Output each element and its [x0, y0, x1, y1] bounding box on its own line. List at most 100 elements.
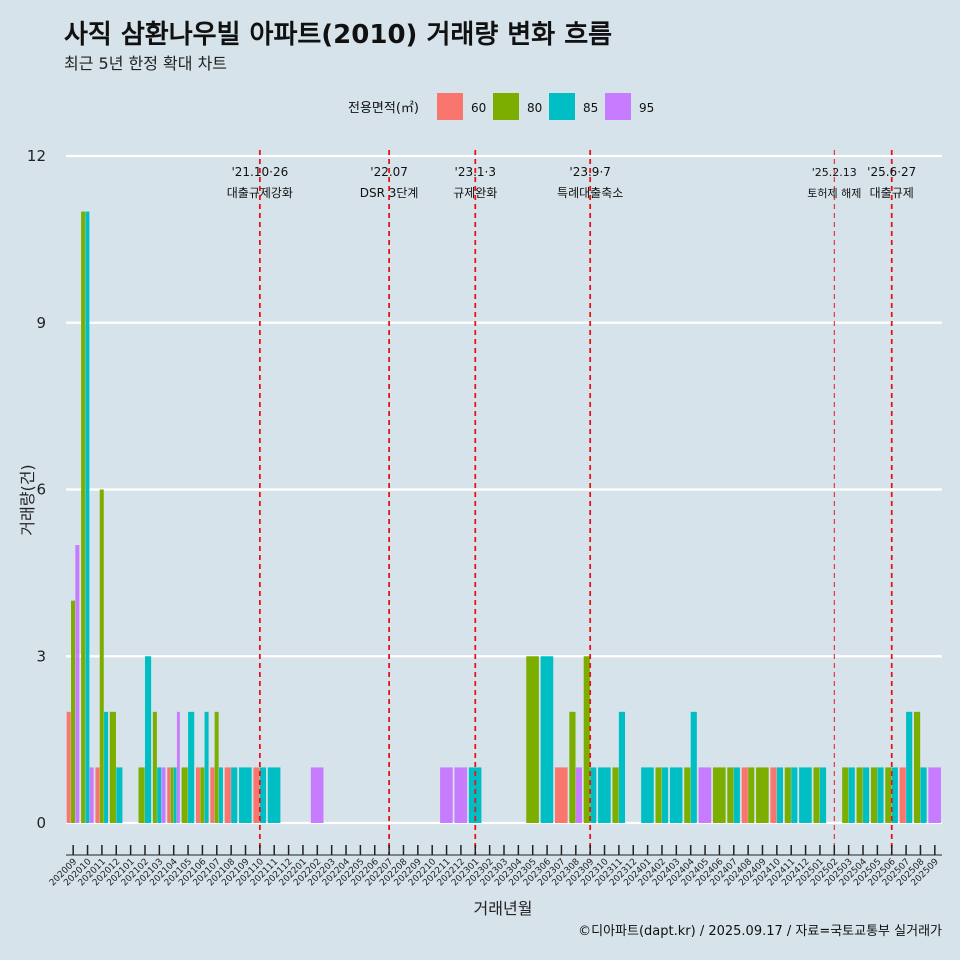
bar-202501-80 — [813, 767, 820, 823]
bars — [66, 211, 941, 824]
bar-202103-85 — [157, 767, 162, 823]
bar-202508-80 — [913, 711, 921, 823]
bar-202408-60 — [741, 767, 748, 823]
bar-202404-80 — [684, 767, 691, 823]
bar-202102-80 — [138, 767, 145, 823]
event-label-202301: 규제완화 — [453, 186, 497, 200]
gridlines — [66, 154, 942, 825]
bar-202307-60 — [554, 767, 568, 823]
bar-202009-95 — [75, 545, 80, 823]
bar-202104-80 — [170, 767, 174, 823]
bar-202010-95 — [89, 767, 94, 823]
legend-label-85: 85 — [583, 101, 598, 115]
bar-202106-85 — [204, 711, 209, 823]
bar-202110-60 — [253, 767, 260, 823]
y-axis: 0 3 6 9 12 — [27, 147, 46, 832]
bar-202412-85 — [799, 767, 812, 823]
bar-202103-80 — [152, 711, 157, 823]
event-date-202309: '23.9·7 — [569, 165, 610, 179]
event-label-202502: 토허제 해제 — [807, 186, 861, 200]
bar-202309-80 — [583, 656, 590, 823]
bar-202504-80 — [856, 767, 863, 823]
bar-202202-95 — [310, 767, 324, 823]
y-tick-label: 9 — [36, 314, 46, 332]
bar-202010-80 — [81, 211, 86, 824]
bar-202409-80 — [756, 767, 769, 823]
bar-202308-95 — [575, 767, 582, 823]
legend: 전용면적(㎡) 60 80 85 95 — [348, 93, 654, 120]
bar-202401-85 — [641, 767, 654, 823]
bar-202507-60 — [899, 767, 906, 823]
event-label-202110: 대출규제강화 — [227, 186, 293, 200]
bar-202411-85 — [791, 767, 798, 823]
bar-202104-95 — [176, 711, 180, 823]
bar-202306-85 — [540, 656, 554, 823]
event-date-202502: '25.2.13 — [812, 166, 857, 179]
bar-202009-60 — [66, 711, 71, 823]
bar-202104-60 — [167, 767, 171, 823]
bar-202009-80 — [71, 600, 76, 823]
bar-202402-80 — [655, 767, 662, 823]
bar-202311-80 — [612, 767, 619, 823]
bar-202503-85 — [848, 767, 855, 823]
legend-swatch-80 — [493, 93, 519, 120]
bar-202106-60 — [195, 767, 200, 823]
bar-202109-85 — [239, 767, 252, 823]
bar-202107-85 — [218, 767, 223, 823]
bar-202309-85 — [590, 767, 597, 823]
chart-subtitle: 최근 5년 한정 확대 차트 — [64, 54, 227, 73]
bar-202410-60 — [770, 767, 777, 823]
y-tick-label: 12 — [27, 147, 46, 165]
event-date-202301: '23.1·3 — [455, 165, 496, 179]
bar-202506-85 — [891, 767, 898, 823]
bar-202411-80 — [784, 767, 791, 823]
bar-202104-85 — [173, 767, 177, 823]
bar-202506-80 — [885, 767, 892, 823]
event-date-202110: '21.10·26 — [231, 165, 288, 179]
bar-202408-80 — [748, 767, 755, 823]
bar-202503-80 — [842, 767, 849, 823]
x-axis-title: 거래년월 — [474, 899, 533, 918]
y-tick-label: 0 — [36, 814, 46, 832]
event-label-202309: 특례대출축소 — [557, 186, 623, 200]
bar-202301-85 — [468, 767, 482, 823]
bar-202011-80 — [99, 489, 104, 823]
event-date-202506: '25.6·27 — [867, 165, 916, 179]
bar-202504-85 — [863, 767, 870, 823]
bar-202501-85 — [819, 767, 827, 823]
y-tick-label: 6 — [36, 481, 46, 499]
bar-202012-85 — [116, 767, 123, 823]
legend-title: 전용면적(㎡) — [348, 101, 419, 116]
bar-202505-85 — [877, 767, 884, 823]
legend-label-95: 95 — [639, 101, 654, 115]
bar-202405-95 — [698, 767, 712, 823]
bar-202407-85 — [733, 767, 740, 823]
bar-202105-85 — [188, 711, 195, 823]
event-label-202506: 대출규제 — [870, 186, 914, 200]
bar-202406-80 — [712, 767, 726, 823]
bar-202310-85 — [598, 767, 611, 823]
legend-swatch-95 — [605, 93, 631, 120]
legend-label-80: 80 — [527, 101, 542, 115]
x-axis: 2020092020102020112020122021012021022021… — [48, 845, 942, 888]
bar-202106-80 — [200, 767, 205, 823]
y-tick-label: 3 — [36, 647, 46, 665]
bar-202110-85 — [259, 767, 267, 823]
bar-202211-95 — [440, 767, 453, 823]
event-date-202207: '22.07 — [370, 165, 408, 179]
legend-swatch-85 — [549, 93, 575, 120]
y-axis-title: 거래량(건) — [18, 464, 37, 535]
bar-202107-60 — [210, 767, 215, 823]
bar-202107-80 — [214, 711, 219, 823]
bar-202505-80 — [870, 767, 878, 823]
bar-202105-80 — [181, 767, 188, 823]
bar-202212-95 — [454, 767, 468, 823]
bar-202102-85 — [144, 656, 152, 823]
bar-202407-80 — [727, 767, 734, 823]
bar-202311-85 — [618, 711, 626, 823]
legend-label-60: 60 — [471, 101, 486, 115]
bar-202011-85 — [104, 711, 109, 823]
bar-202308-80 — [569, 711, 576, 823]
bar-202508-85 — [920, 767, 927, 823]
